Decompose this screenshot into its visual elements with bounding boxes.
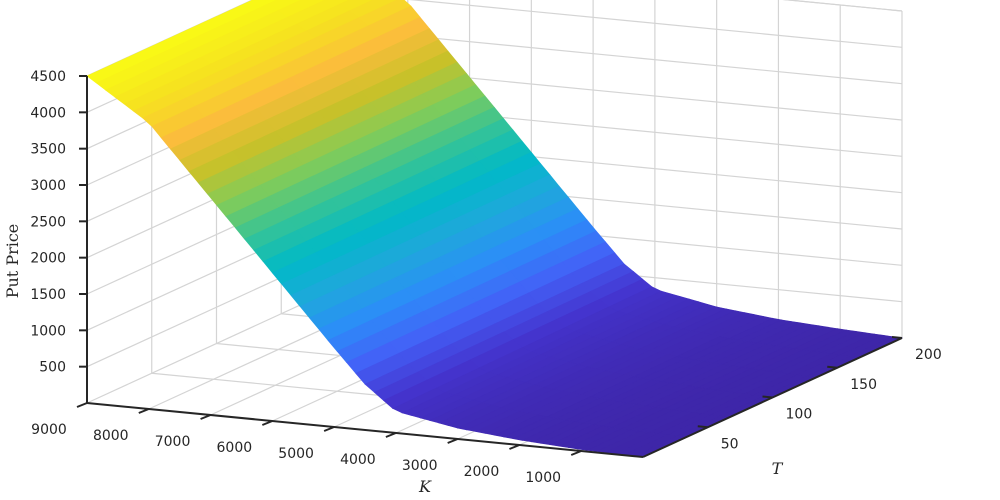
- x-tick-mark: [447, 438, 459, 444]
- x-tick-label: 3000: [402, 458, 438, 474]
- x-tick-mark: [570, 450, 582, 456]
- x-tick-mark: [261, 420, 273, 426]
- y-tick-label: 150: [850, 377, 877, 393]
- z-tick-label: 2000: [30, 251, 66, 267]
- z-tick-label: 1000: [30, 323, 66, 339]
- x-tick-label: 5000: [278, 446, 314, 462]
- y-tick-label: 200: [915, 347, 942, 363]
- x-tick-mark: [323, 426, 335, 432]
- x-tick-label: 7000: [155, 434, 191, 450]
- surface-patch: [333, 0, 350, 5]
- z-tick-label: 3000: [30, 178, 66, 194]
- grid-line-z-side: [408, 0, 903, 48]
- y-tick-mark: [891, 336, 903, 339]
- x-tick-mark: [200, 414, 211, 420]
- x-tick-mark: [385, 432, 397, 438]
- x-tick-mark: [76, 402, 88, 408]
- x-axis-line: [86, 402, 644, 458]
- x-axis-label: K: [418, 477, 432, 496]
- x-tick-label: 2000: [464, 464, 500, 480]
- z-tick-label: 4000: [30, 105, 66, 121]
- grid-line-z-side: [345, 29, 903, 85]
- z-tick-label: 1500: [30, 287, 66, 303]
- y-tick-label: 100: [786, 407, 813, 423]
- z-tick-label: 500: [39, 360, 66, 376]
- surface-plot: [86, 0, 904, 458]
- z-tick-label: 4500: [30, 69, 66, 85]
- x-tick-label: 8000: [93, 428, 129, 444]
- z-tick-label: 3500: [30, 142, 66, 158]
- x-tick-label: 9000: [31, 422, 67, 438]
- y-axis-label: T: [772, 459, 784, 478]
- z-axis-label: Put Price: [3, 224, 22, 299]
- x-tick-label: 6000: [217, 440, 253, 456]
- y-tick-mark: [697, 425, 708, 429]
- x-tick-mark: [509, 444, 520, 450]
- y-tick-label: 50: [721, 436, 739, 452]
- grid-box-edge: [782, 0, 903, 12]
- x-tick-label: 1000: [525, 470, 561, 486]
- surface-patch: [263, 0, 278, 4]
- y-tick-mark: [827, 365, 838, 369]
- tick-labels: 1000 2000 3000 4000 5000 6000 7000 8000 9000 50 10…: [30, 69, 941, 486]
- y-tick-mark: [762, 395, 773, 399]
- z-tick-label: 2500: [30, 214, 66, 230]
- x-tick-label: 4000: [340, 452, 376, 468]
- x-tick-mark: [138, 408, 150, 414]
